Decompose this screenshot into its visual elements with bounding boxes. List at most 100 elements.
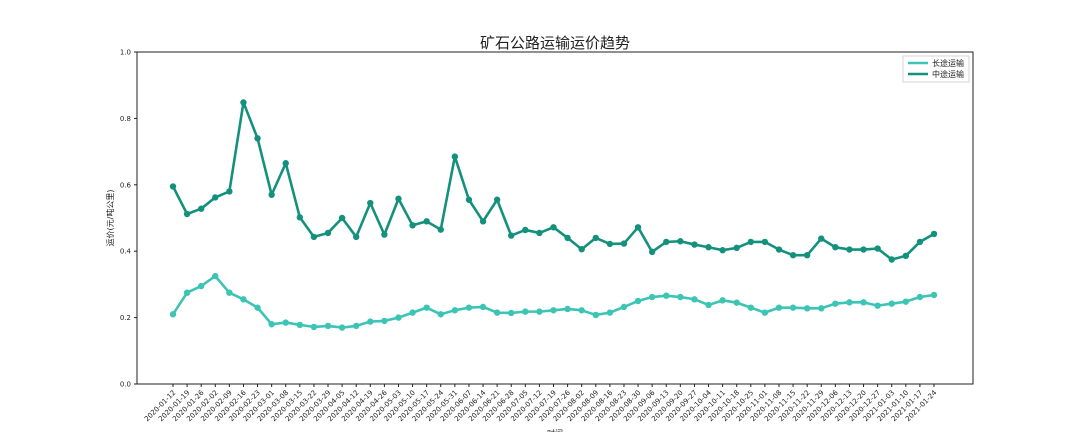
data-point: [846, 299, 853, 306]
y-axis-label: 运价(元/吨公里): [105, 190, 115, 247]
data-point: [381, 317, 388, 325]
x-axis: 2020-01-122020-01-192020-01-262020-02-02…: [143, 384, 939, 423]
data-point: [747, 304, 754, 311]
series-layer: [169, 99, 938, 331]
data-point: [367, 318, 374, 325]
data-point: [268, 321, 275, 328]
data-point: [353, 322, 360, 330]
data-point: [888, 256, 895, 263]
data-point: [550, 307, 557, 314]
data-point: [169, 183, 177, 190]
data-point: [423, 218, 430, 225]
data-point: [282, 319, 289, 326]
data-point: [648, 293, 656, 301]
data-point: [310, 323, 318, 331]
data-point: [634, 297, 642, 305]
data-point: [550, 224, 557, 231]
y-tick-label: 0.8: [120, 115, 131, 123]
data-point: [818, 235, 825, 242]
data-point: [240, 99, 247, 106]
y-tick-label: 1.0: [120, 49, 131, 57]
data-point: [183, 210, 191, 218]
data-point: [254, 135, 261, 142]
data-point: [479, 218, 487, 225]
data-point: [508, 232, 515, 239]
y-tick-label: 0.0: [120, 381, 131, 389]
data-point: [846, 246, 853, 253]
series-2: [169, 99, 938, 263]
data-point: [775, 304, 783, 311]
data-point: [663, 238, 670, 246]
data-point: [564, 305, 571, 313]
data-point: [353, 233, 360, 241]
data-point: [395, 195, 402, 202]
plot-area: [136, 51, 974, 385]
data-point: [719, 247, 726, 254]
data-point: [197, 205, 205, 212]
data-point: [578, 307, 585, 314]
data-point: [747, 238, 754, 246]
data-point: [437, 226, 444, 233]
data-point: [282, 160, 289, 167]
data-point: [789, 251, 797, 259]
data-point: [663, 292, 670, 299]
data-point: [832, 300, 839, 307]
data-point: [536, 308, 543, 315]
data-point: [338, 324, 346, 331]
data-point: [564, 234, 571, 242]
data-point: [240, 296, 247, 303]
data-point: [465, 304, 473, 311]
data-point: [409, 222, 416, 229]
y-axis: 0.0 0.2 0.4 0.6 0.8 1.0: [120, 49, 137, 389]
data-point: [832, 244, 839, 251]
data-point: [930, 230, 938, 238]
legend-box: [902, 55, 970, 83]
data-point: [818, 305, 825, 312]
data-point: [197, 282, 205, 290]
data-point: [705, 301, 712, 309]
data-point: [775, 246, 783, 253]
data-point: [733, 244, 740, 252]
data-point: [916, 293, 924, 301]
y-tick-label: 0.6: [120, 181, 132, 189]
data-point: [212, 194, 219, 201]
data-point: [212, 272, 219, 280]
data-point: [451, 153, 459, 160]
data-point: [803, 251, 811, 259]
data-point: [296, 321, 304, 329]
data-point: [789, 304, 797, 311]
data-point: [761, 309, 769, 316]
data-point: [324, 229, 332, 237]
data-point: [493, 196, 501, 203]
data-point: [536, 229, 543, 237]
data-point: [592, 311, 599, 319]
data-point: [522, 226, 529, 234]
legend-label: 中途运输: [932, 69, 964, 79]
data-point: [620, 240, 628, 247]
data-point: [296, 214, 304, 221]
data-point: [451, 307, 459, 314]
data-point: [874, 302, 881, 309]
data-point: [169, 311, 177, 318]
data-point: [226, 188, 233, 195]
data-point: [381, 231, 388, 238]
x-axis-label: 时间: [547, 428, 563, 432]
data-point: [733, 299, 740, 306]
data-point: [254, 304, 261, 311]
legend-label: 长途运输: [932, 58, 964, 68]
data-point: [226, 289, 233, 296]
data-point: [691, 296, 698, 303]
data-point: [916, 238, 924, 246]
data-point: [874, 245, 881, 252]
data-point: [578, 246, 585, 253]
data-point: [888, 300, 895, 307]
data-point: [423, 304, 430, 311]
data-point: [606, 309, 614, 316]
series-1: [169, 272, 938, 331]
data-point: [620, 303, 628, 311]
data-point: [803, 305, 811, 312]
data-point: [367, 199, 374, 207]
data-point: [719, 297, 726, 304]
